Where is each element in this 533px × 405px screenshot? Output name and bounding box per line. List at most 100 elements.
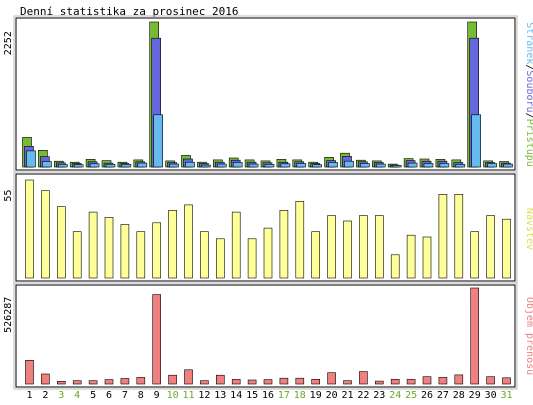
bar-pages (360, 163, 370, 168)
bar-kbytes (279, 377, 289, 385)
bar-visits (41, 190, 50, 279)
bar-kbytes (120, 378, 130, 385)
day-label: 29 (469, 390, 481, 401)
bar-kbytes (374, 380, 384, 385)
bar-visits (406, 234, 416, 279)
day-label: 12 (198, 390, 210, 401)
day-label: 6 (106, 390, 112, 401)
bar-kbytes (104, 379, 114, 385)
bar-kbytes (184, 369, 193, 385)
bar-pages (407, 162, 418, 168)
day-label: 10 (167, 390, 179, 401)
bar-kbytes (295, 377, 305, 385)
bar-visits (295, 201, 305, 279)
bar-pages (344, 160, 354, 168)
bar-kbytes (422, 376, 432, 385)
day-label: 11 (182, 390, 194, 401)
day-label: 8 (138, 390, 144, 401)
bar-visits (422, 236, 432, 279)
day-label: 9 (154, 390, 160, 401)
bar-visits (104, 217, 114, 279)
bar-visits (311, 231, 321, 279)
bar-pages (57, 164, 68, 168)
day-label: 16 (262, 390, 274, 401)
bar-pages (137, 162, 148, 168)
bar-pages (26, 150, 36, 168)
panel-frames (13, 15, 518, 390)
bar-pages (439, 163, 450, 168)
legend-entry: Přístupů (524, 119, 533, 167)
bar-visits (438, 194, 448, 279)
bar-visits (327, 215, 336, 279)
bar-pages (89, 163, 100, 168)
bar-kbytes (41, 373, 50, 385)
legend-separator: / (524, 113, 533, 119)
bar-kbytes (231, 379, 241, 385)
day-label: 20 (326, 390, 338, 401)
bar-pages (105, 164, 116, 168)
y-max-label: 2252 (3, 31, 14, 55)
legend: Stránek/Souborů/Přístupů (524, 22, 533, 167)
bar-kbytes (152, 294, 161, 385)
legend: Objem přenosů (524, 297, 533, 375)
day-label: 26 (421, 390, 433, 401)
day-label: 1 (26, 390, 32, 401)
bar-visits (56, 206, 66, 279)
bar-kbytes (406, 379, 416, 385)
bar-visits (359, 215, 368, 279)
bar-kbytes (72, 380, 82, 385)
day-label: 18 (294, 390, 306, 401)
bar-pages (264, 164, 275, 168)
bar-pages (169, 163, 179, 168)
day-label: 13 (214, 390, 226, 401)
day-label: 2 (42, 390, 48, 401)
bar-pages (296, 163, 307, 168)
day-label: 7 (122, 390, 128, 401)
bar-pages (503, 163, 513, 168)
panel-frame (15, 17, 516, 171)
bar-pages (153, 114, 163, 168)
legend-entry: Stránek (524, 22, 533, 64)
bar-visits (184, 204, 193, 279)
bar-kbytes (88, 380, 98, 385)
day-label: 4 (74, 390, 80, 401)
bar-kbytes (390, 378, 400, 385)
bar-kbytes (343, 380, 352, 385)
day-label: 19 (310, 390, 322, 401)
bar-pages (280, 163, 291, 168)
bar-pages (471, 114, 482, 168)
bar-kbytes (359, 371, 368, 385)
chart-title: Denní statistika za prosinec 2016 (20, 5, 239, 18)
panel-frame (15, 284, 516, 388)
bar-kbytes (327, 372, 336, 385)
legend: Návštěv (524, 208, 533, 250)
bar-kbytes (247, 379, 257, 385)
bar-visits (470, 231, 480, 279)
bar-visits (216, 238, 225, 279)
legend-entry: Souborů (524, 70, 533, 112)
legend-entry: Objem přenosů (524, 297, 533, 375)
panel-outer-frame (13, 282, 518, 390)
bar-pages (217, 163, 227, 168)
day-label: 31 (500, 390, 512, 401)
bar-visits (343, 220, 352, 279)
bar-kbytes (311, 378, 321, 385)
bar-pages (487, 163, 497, 168)
bar-kbytes (25, 359, 34, 385)
bar-pages (73, 164, 84, 168)
legend-entry: Návštěv (524, 208, 533, 250)
bar-visits (390, 254, 400, 279)
bar-pages (328, 162, 338, 168)
day-label: 14 (230, 390, 242, 401)
panel-frame (15, 173, 516, 282)
day-label: 17 (278, 390, 290, 401)
bar-kbytes (454, 374, 464, 385)
bar-visits (486, 215, 495, 279)
bar-kbytes (470, 287, 480, 385)
day-label: 30 (485, 390, 497, 401)
y-max-label: 526287 (3, 297, 14, 333)
day-label: 25 (405, 390, 417, 401)
bar-pages (185, 161, 195, 168)
